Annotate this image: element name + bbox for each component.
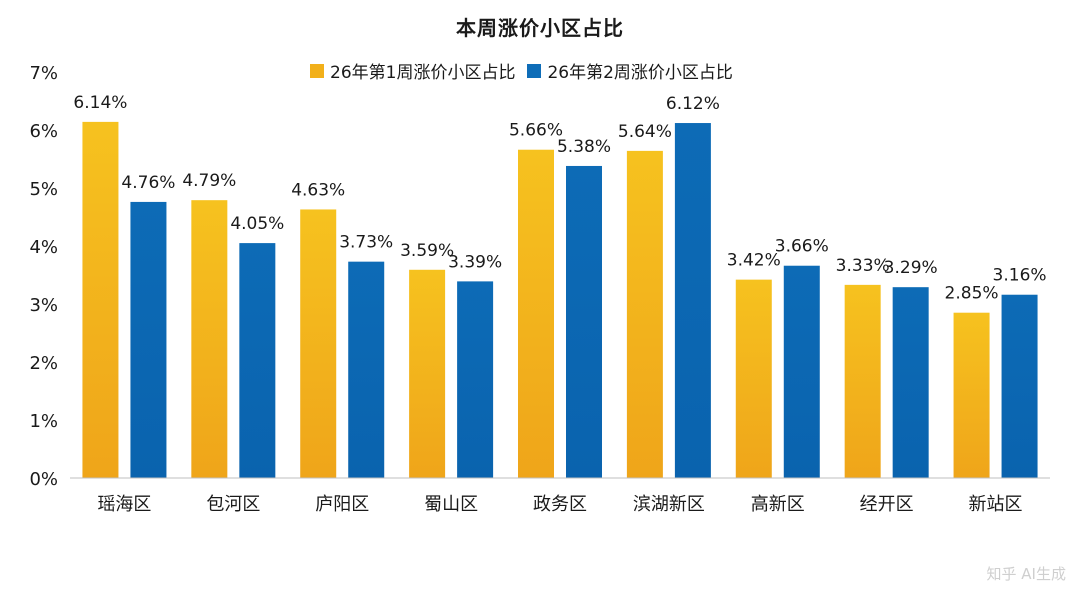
- y-tick-label: 3%: [29, 295, 58, 316]
- data-label: 3.29%: [884, 258, 938, 278]
- x-tick-label: 高新区: [751, 494, 805, 515]
- bar: [1001, 294, 1038, 478]
- bar: [626, 150, 663, 478]
- y-tick-label: 6%: [29, 121, 58, 142]
- data-label: 5.38%: [557, 137, 611, 157]
- x-tick-label: 滨湖新区: [633, 494, 705, 515]
- data-label: 4.05%: [230, 214, 284, 234]
- x-tick-label: 新站区: [969, 494, 1023, 515]
- x-tick-label: 包河区: [206, 494, 260, 515]
- bar: [566, 165, 602, 478]
- bar: [300, 209, 337, 478]
- x-tick-label: 瑶海区: [97, 494, 151, 515]
- bar: [348, 261, 385, 478]
- bar: [457, 281, 494, 478]
- bar: [409, 269, 446, 478]
- legend-label-week1: 26年第1周涨价小区占比: [330, 63, 516, 83]
- bar: [953, 312, 990, 478]
- bar: [892, 287, 929, 478]
- x-tick-label: 政务区: [533, 494, 587, 515]
- bar: [674, 123, 711, 478]
- legend-item-week2: 26年第2周涨价小区占比: [527, 58, 733, 83]
- legend-item-week1: 26年第1周涨价小区占比: [310, 58, 515, 83]
- bar: [239, 243, 276, 478]
- y-tick-label: 4%: [29, 237, 58, 258]
- bar: [844, 284, 881, 478]
- data-label: 6.14%: [73, 93, 127, 113]
- chart-title: 本周涨价小区占比: [456, 16, 624, 40]
- data-label: 4.76%: [121, 173, 175, 193]
- y-tick-label: 0%: [29, 469, 58, 490]
- bar: [735, 279, 772, 478]
- data-label: 4.63%: [291, 180, 345, 200]
- legend-swatch-week2: [527, 63, 542, 78]
- y-tick-label: 7%: [29, 63, 58, 84]
- y-tick-label: 2%: [29, 353, 58, 374]
- x-tick-label: 蜀山区: [424, 494, 478, 515]
- bar: [191, 200, 228, 478]
- data-label: 3.59%: [400, 241, 454, 261]
- data-label: 3.66%: [775, 237, 829, 257]
- bar: [783, 265, 820, 478]
- bar: [518, 149, 554, 478]
- y-tick-label: 5%: [29, 179, 58, 200]
- watermark: 知乎 AI生成: [986, 565, 1066, 583]
- data-label: 4.79%: [182, 171, 236, 191]
- data-label: 3.33%: [836, 256, 890, 276]
- legend-label-week2: 26年第2周涨价小区占比: [547, 63, 733, 83]
- data-label: 6.12%: [666, 94, 720, 114]
- bar: [130, 201, 167, 479]
- x-tick-label: 经开区: [860, 494, 914, 515]
- data-label: 5.66%: [509, 121, 563, 141]
- chart-legend: 26年第1周涨价小区占比 26年第2周涨价小区占比: [310, 58, 745, 83]
- x-tick-label: 庐阳区: [315, 494, 369, 515]
- data-label: 3.39%: [448, 252, 502, 272]
- data-label: 3.16%: [993, 266, 1047, 286]
- data-label: 3.42%: [727, 251, 781, 271]
- legend-swatch-week1: [310, 63, 324, 78]
- data-label: 5.64%: [618, 122, 672, 142]
- data-label: 3.73%: [339, 233, 393, 253]
- bar: [82, 121, 119, 478]
- y-tick-label: 1%: [29, 411, 58, 432]
- data-label: 2.85%: [945, 284, 999, 304]
